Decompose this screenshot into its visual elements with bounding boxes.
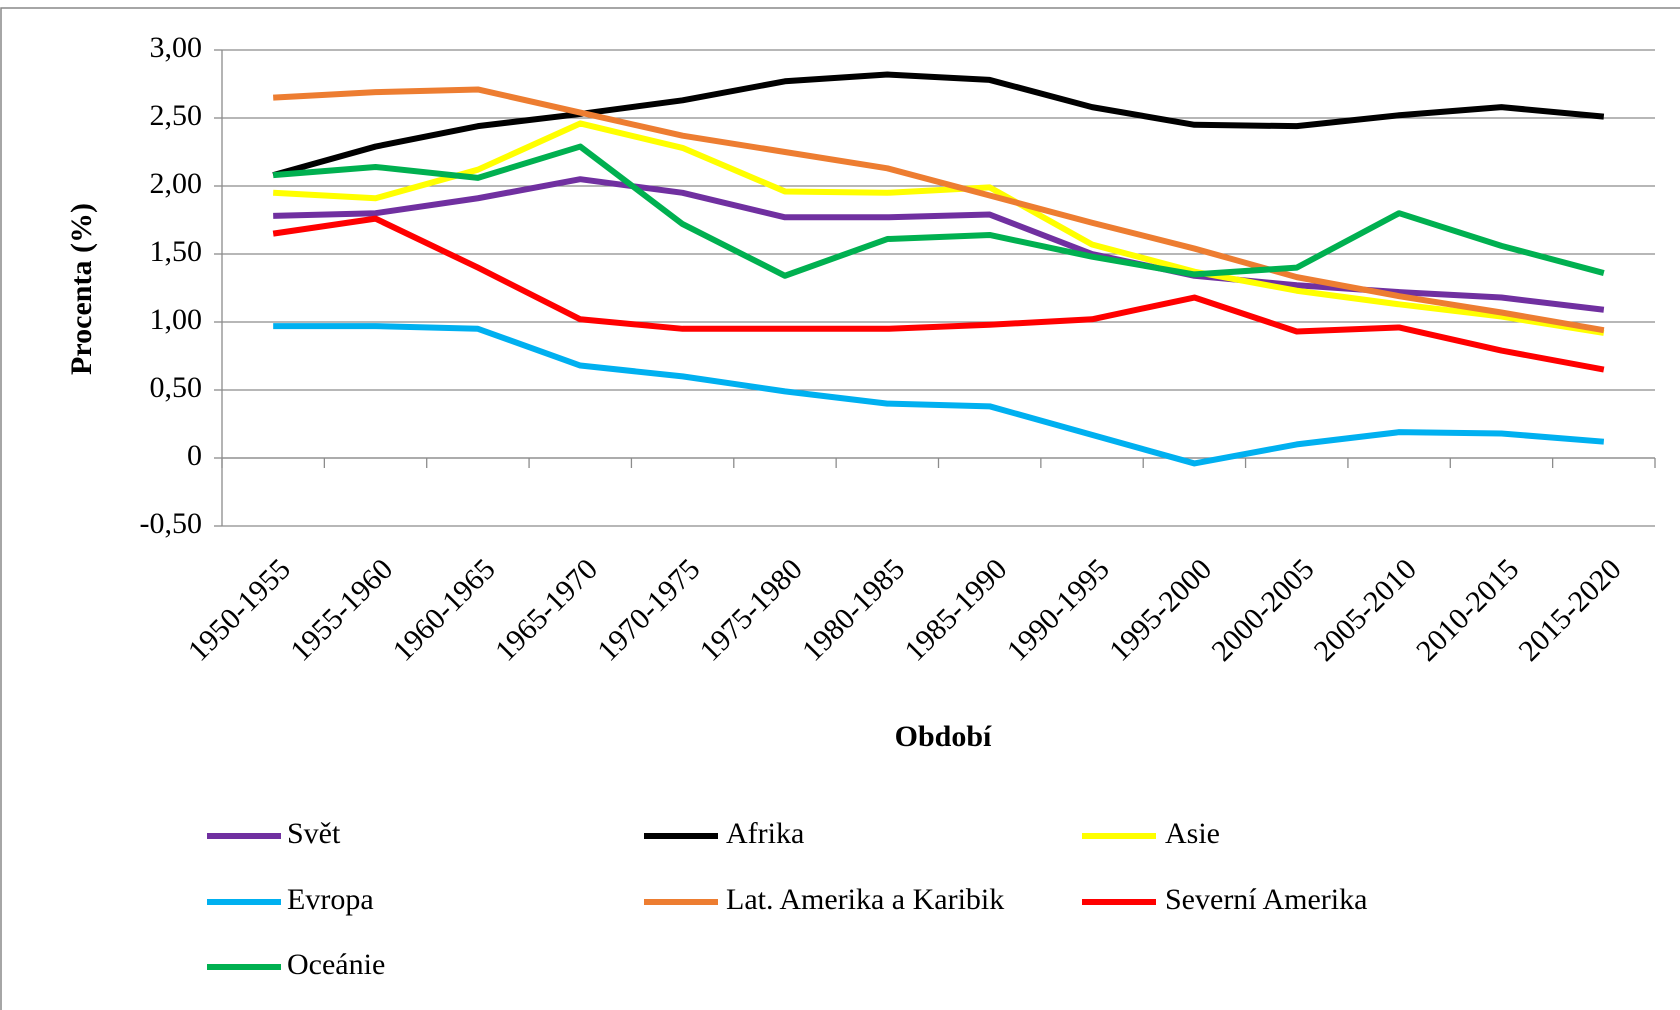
series-line xyxy=(273,176,1605,313)
x-tick-label: 1955-1960 xyxy=(284,552,399,667)
legend-label: Afrika xyxy=(726,817,804,850)
x-axis-title: Období xyxy=(895,720,992,753)
y-axis-title: Procenta (%) xyxy=(65,203,98,375)
series-line xyxy=(273,86,1605,334)
series-line xyxy=(272,143,1605,279)
x-tick-label: 1970-1975 xyxy=(591,552,706,667)
legend-label: Severní Amerika xyxy=(1165,883,1367,916)
x-tick-label: 2010-2015 xyxy=(1410,552,1525,667)
series-line xyxy=(272,215,1605,373)
x-tick-label: 2000-2005 xyxy=(1205,552,1320,667)
series-line xyxy=(272,71,1605,179)
y-tick-label: 2,50 xyxy=(150,99,203,132)
y-tick-label: 3,00 xyxy=(150,31,203,64)
legend-label: Evropa xyxy=(287,883,374,916)
legend-label: Asie xyxy=(1165,817,1220,850)
x-tick-label: 1985-1990 xyxy=(898,552,1013,667)
y-tick-label: 2,00 xyxy=(150,167,203,200)
y-tick-label: 0,50 xyxy=(150,371,203,404)
x-tick-label: 1980-1985 xyxy=(796,552,911,667)
y-tick-label: 1,50 xyxy=(150,235,203,268)
series-line xyxy=(273,120,1605,336)
x-tick-label: 1975-1980 xyxy=(694,552,809,667)
y-tick-label: 0 xyxy=(187,439,202,472)
chart-border xyxy=(0,7,1680,1010)
x-tick-label: 2005-2010 xyxy=(1308,552,1423,667)
x-tick-label: 2015-2020 xyxy=(1512,552,1627,667)
x-tick-label: 1965-1970 xyxy=(489,552,604,667)
x-tick-label: 1995-2000 xyxy=(1103,552,1218,667)
y-tick-label: -0,50 xyxy=(140,507,203,540)
series-line xyxy=(273,323,1605,467)
legend-label: Oceánie xyxy=(287,948,385,981)
x-tick-label: 1990-1995 xyxy=(1001,552,1116,667)
y-tick-label: 1,00 xyxy=(150,303,203,336)
legend-label: Svět xyxy=(287,817,341,850)
x-tick-label: 1960-1965 xyxy=(386,552,501,667)
legend-label: Lat. Amerika a Karibik xyxy=(726,883,1004,916)
x-tick-label: 1950-1955 xyxy=(182,552,297,667)
